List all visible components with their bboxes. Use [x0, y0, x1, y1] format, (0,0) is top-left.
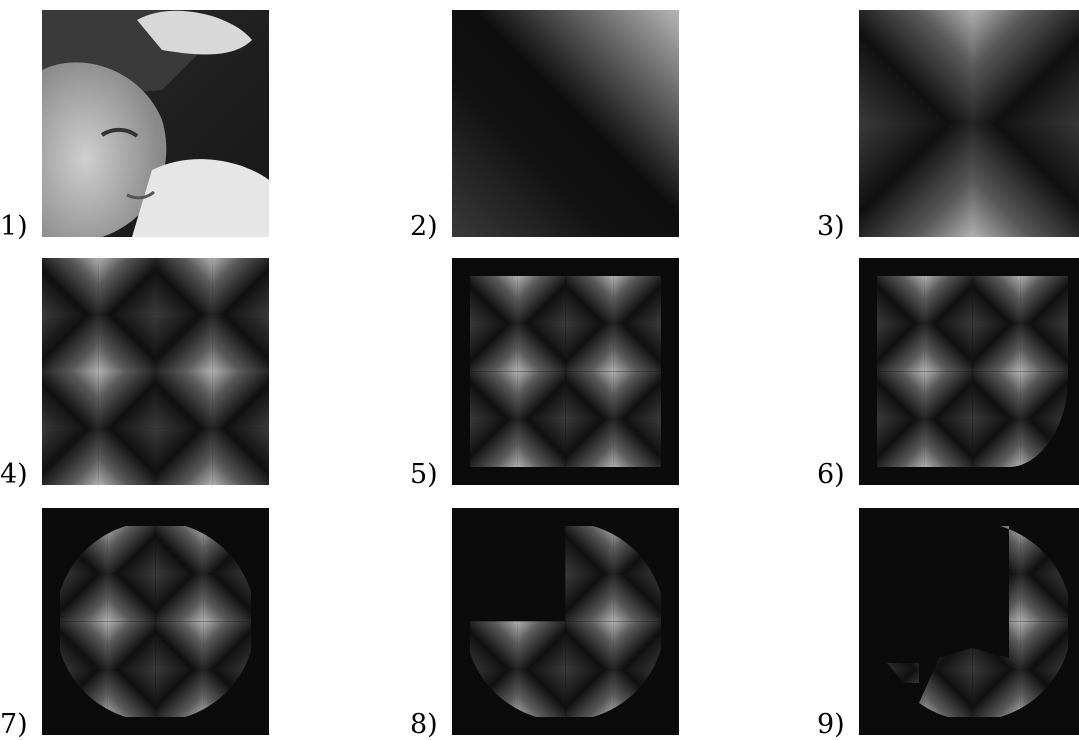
panel-1: 1) [0, 10, 270, 240]
tile-bordered-image [452, 258, 679, 485]
panel-6: 6) [817, 258, 1079, 488]
panel-2: 2) [410, 10, 680, 240]
tile-2x2-image [42, 258, 269, 485]
panel-9: 9) [817, 508, 1079, 738]
panel-label: 5) [410, 459, 438, 490]
fragments-image [859, 508, 1079, 735]
panel-8: 8) [410, 508, 680, 738]
tile-bordered-graphic [452, 258, 679, 485]
panel-label: 7) [0, 709, 28, 740]
circular-mask-graphic [42, 508, 269, 735]
fragments-graphic [859, 508, 1079, 735]
zoom-crop-graphic [452, 10, 679, 237]
circular-mask-partial-graphic [452, 508, 679, 735]
zoom-crop-image [452, 10, 679, 237]
panel-label: 4) [0, 459, 28, 490]
panel-4: 4) [0, 258, 270, 488]
panel-5: 5) [410, 258, 680, 488]
panel-label: 9) [817, 709, 845, 740]
panel-3: 3) [817, 10, 1079, 240]
panel-label: 8) [410, 709, 438, 740]
panel-label: 1) [0, 211, 28, 242]
tile-bordered-partial-graphic [859, 258, 1079, 485]
quad-mirror-graphic [859, 10, 1079, 237]
circular-mask-image [42, 508, 269, 735]
tile-2x2-graphic [42, 258, 269, 485]
panel-label: 2) [410, 211, 438, 242]
face-photo-graphic [42, 10, 269, 237]
tile-bordered-partial-image [859, 258, 1079, 485]
panel-label: 6) [817, 459, 845, 490]
quad-mirror-image [859, 10, 1079, 237]
panel-7: 7) [0, 508, 270, 738]
panel-label: 3) [817, 211, 845, 242]
face-photo [42, 10, 269, 237]
circular-mask-partial-image [452, 508, 679, 735]
